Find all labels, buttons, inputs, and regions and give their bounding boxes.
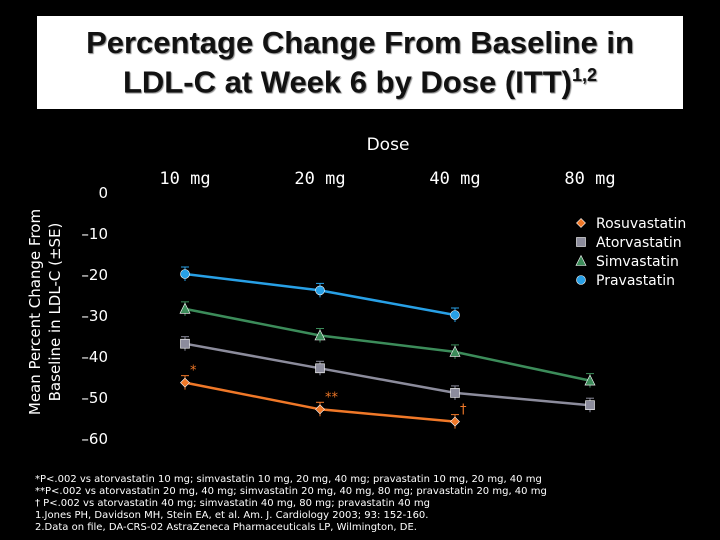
significance-annotation: * — [190, 364, 197, 379]
y-tick-label: –30 — [81, 307, 108, 325]
simvastatin-line — [184, 307, 591, 382]
legend-label-simvastatin: Simvastatin — [596, 254, 679, 270]
footnote: 1.Jones PH, Davidson MH, Stein EA, et al… — [35, 510, 429, 521]
rosuvastatin-point — [315, 404, 325, 415]
pravastatin-point — [180, 269, 190, 279]
title-line-1: Percentage Change From Baseline in — [86, 25, 634, 61]
y-tick-label: –60 — [81, 430, 108, 448]
pravastatin-point — [450, 310, 460, 320]
x-tick-label: 80 mg — [564, 169, 615, 189]
x-tick-label: 40 mg — [429, 169, 480, 189]
rosuvastatin-point — [180, 377, 190, 388]
atorvastatin-point — [180, 338, 190, 349]
simvastatin-point — [584, 374, 596, 386]
footnote: **P<.002 vs atorvastatin 20 mg, 40 mg; s… — [35, 486, 547, 497]
footnotes: *P<.002 vs atorvastatin 10 mg; simvastat… — [35, 474, 715, 534]
x-tick-label: 10 mg — [159, 169, 210, 189]
legend-marker-pravastatin — [576, 275, 586, 285]
footnote: 2.Data on file, DA-CRS-02 AstraZeneca Ph… — [35, 522, 417, 533]
y-tick-label: –20 — [81, 266, 108, 284]
legend-marker-atorvastatin — [576, 237, 586, 247]
y-axis-label-line1: Mean Percent Change From — [26, 209, 44, 415]
title-line-2-text: LDL-C at Week 6 by Dose (ITT) — [122, 64, 572, 100]
chart-title: Percentage Change From Baseline in LDL-C… — [37, 16, 683, 109]
significance-annotation: ** — [325, 390, 339, 405]
legend-marker-simvastatin — [575, 254, 587, 266]
atorvastatin-point — [450, 388, 460, 398]
atorvastatin-point — [315, 363, 325, 374]
y-tick-label: –40 — [81, 348, 108, 366]
title-line-2: LDL-C at Week 6 by Dose (ITT)1,2 — [123, 59, 597, 98]
y-tick-label: –10 — [81, 225, 108, 243]
x-tick-label: 20 mg — [294, 169, 345, 189]
title-refs: 1,2 — [571, 65, 598, 86]
line-chart: Dose 10 mg 20 mg 40 mg 80 mg 0 –10 –20 –30 –40 –50… — [26, 135, 686, 448]
legend-marker-rosuvastatin — [576, 218, 586, 228]
legend-label-atorvastatin: Atorvastatin — [596, 235, 682, 251]
simvastatin-point — [449, 345, 461, 357]
y-tick-label: –50 — [81, 389, 108, 407]
legend-label-rosuvastatin: Rosuvastatin — [596, 216, 686, 232]
x-axis-label: Dose — [367, 135, 410, 155]
simvastatin-point — [179, 302, 191, 314]
atorvastatin-line — [184, 342, 591, 407]
significance-annotation: † — [460, 403, 467, 418]
simvastatin-point — [314, 329, 326, 341]
y-axis-label-line2: Baseline in LDL-C (±SE) — [46, 223, 64, 402]
rosuvastatin-point — [450, 416, 460, 427]
footnote: *P<.002 vs atorvastatin 10 mg; simvastat… — [35, 474, 542, 485]
y-tick-label: 0 — [98, 184, 108, 202]
pravastatin-point — [315, 285, 325, 296]
footnote: † P<.002 vs atorvastatin 40 mg; simvasta… — [35, 498, 430, 509]
legend-label-pravastatin: Pravastatin — [596, 273, 675, 289]
atorvastatin-point — [585, 400, 595, 411]
